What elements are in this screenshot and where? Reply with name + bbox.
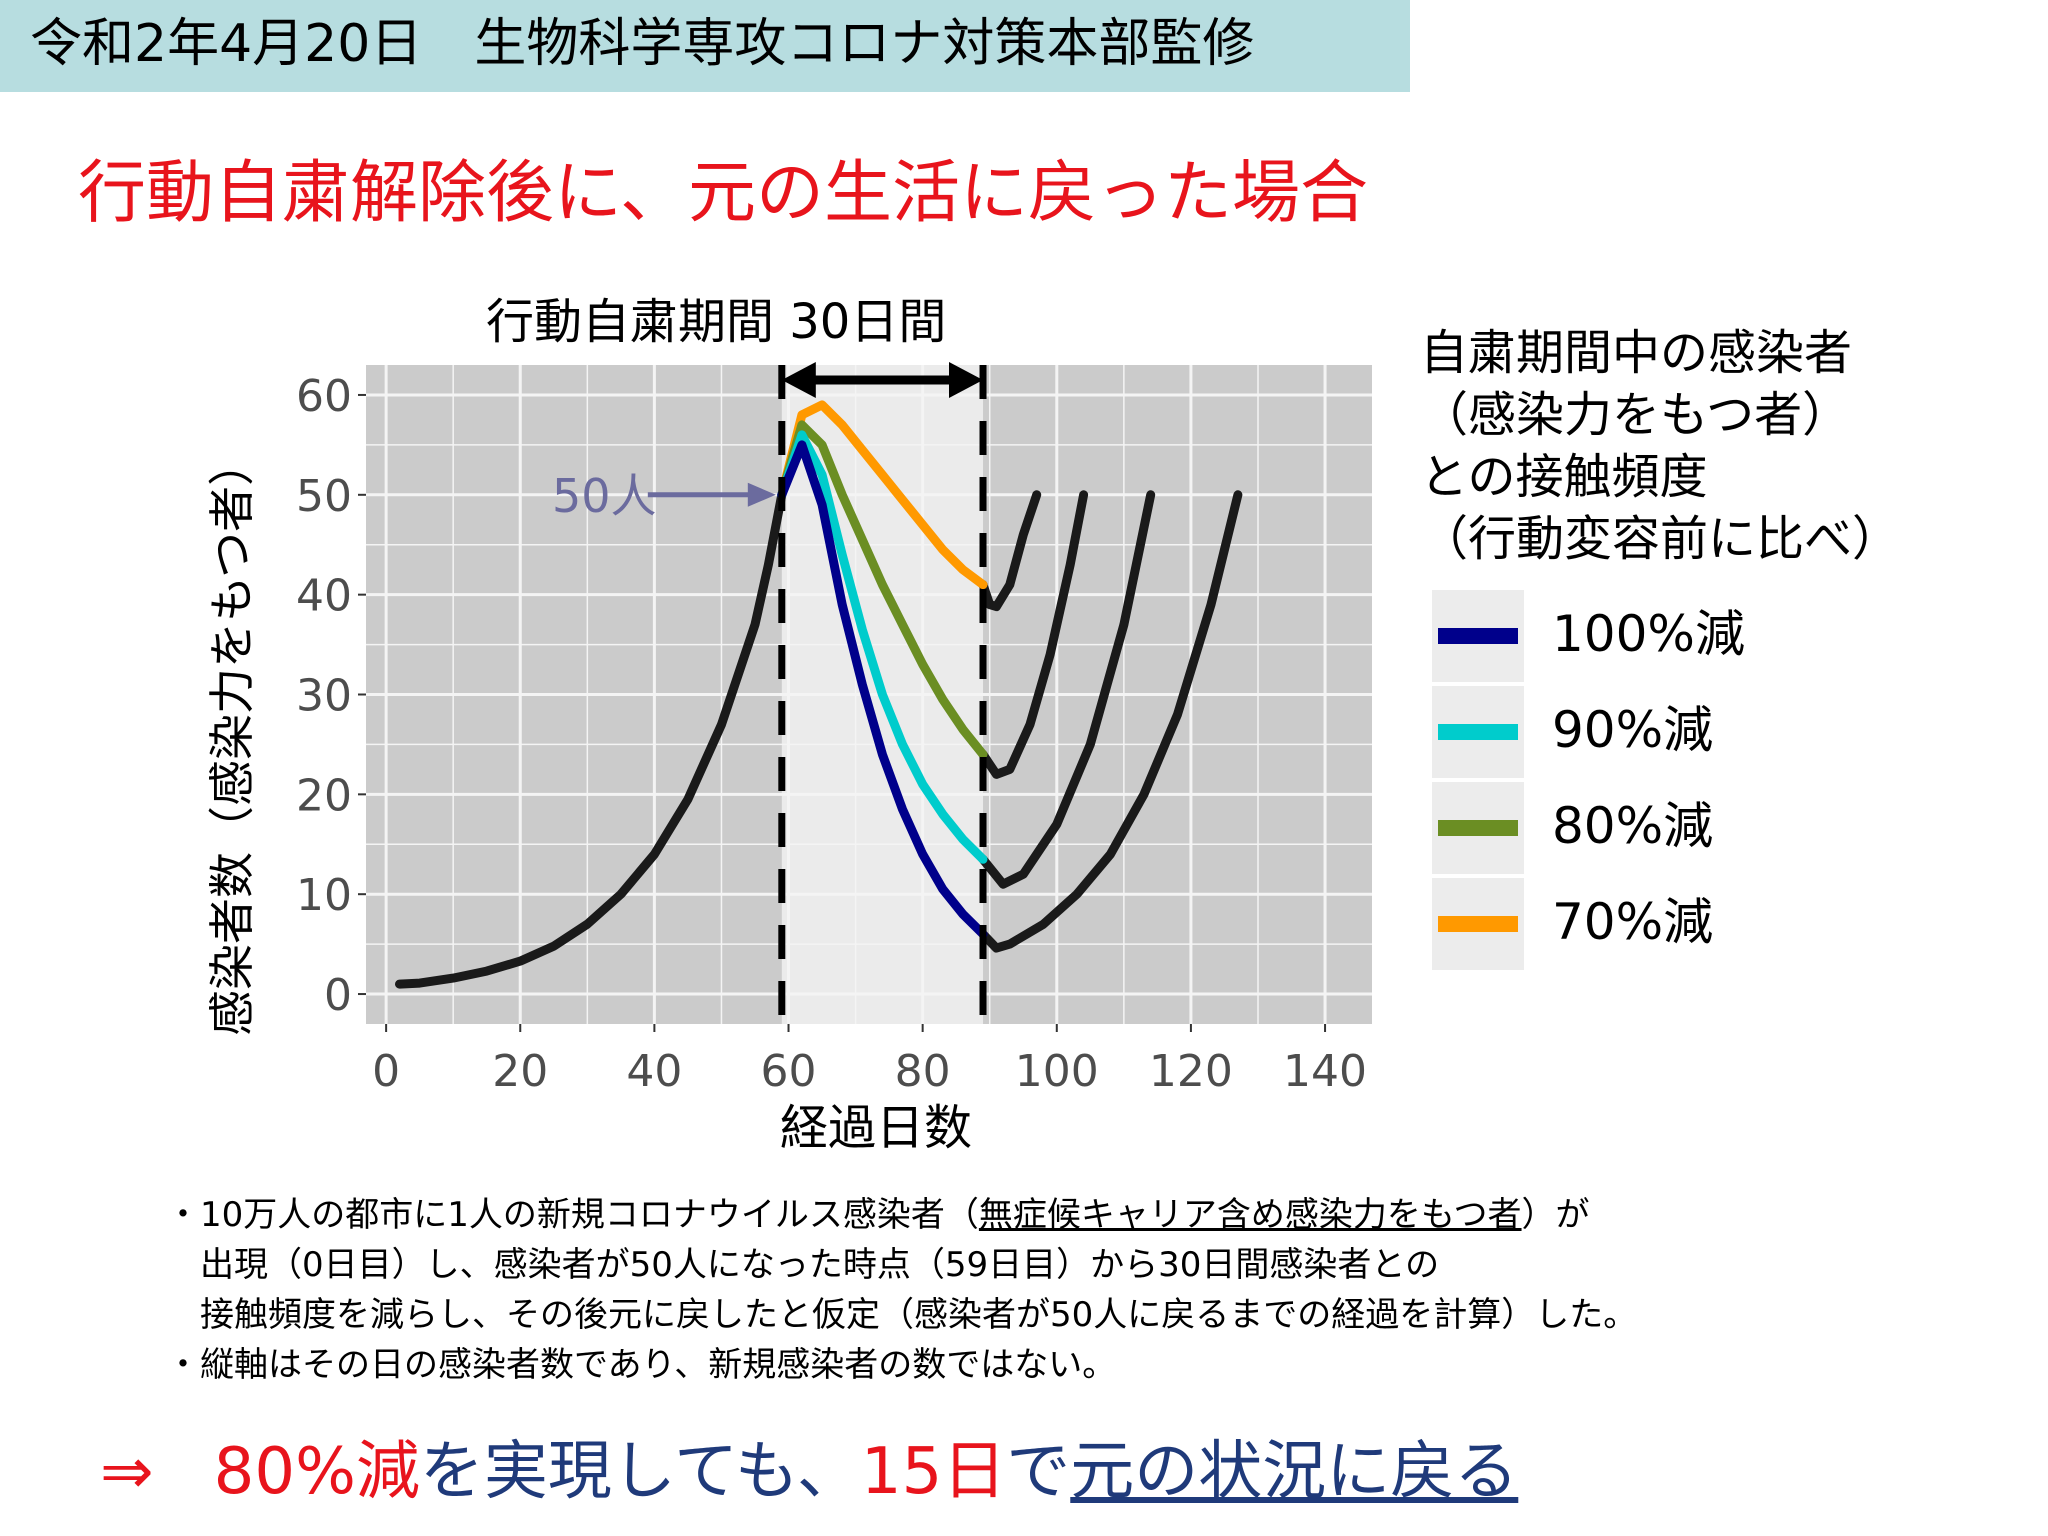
legend: 100%減 90%減 80%減 70%減 [1432,588,1792,972]
note-underlined-text: 無症候キャリア含め感染力をもつ者 [978,1195,1522,1235]
legend-swatch [1438,628,1518,644]
annotation-50: 50人 [552,469,657,523]
x-tick-label: 20 [492,1046,548,1097]
note-line: ・縦軸はその日の感染者数であり、新規感染者の数ではない。 [166,1345,1117,1385]
chart: 0 20 40 60 80 100 120 140 0 10 20 30 40 50 60 行動自粛期間 3… [205,294,1900,1156]
legend-title-line: （行動変容前に比べ） [1420,511,1901,567]
y-tick-label: 60 [296,371,352,422]
baseline-line [978,490,1156,889]
conclusion-arrow: ⇒ [100,1435,154,1509]
x-tick-label: 120 [1149,1046,1233,1097]
series-line [777,430,988,864]
y-tick-label: 0 [324,970,352,1021]
y-tick-label: 30 [296,671,352,722]
note-line: ・10万人の都市に1人の新規コロナウイルス感染者（無症候キャリア含め感染力をもつ… [166,1190,1637,1240]
legend-key [1432,782,1524,874]
legend-item-70: 70%減 [1432,876,1792,972]
conclusion-part: で [1006,1435,1071,1509]
conclusion-part: を実現しても、 [419,1435,861,1509]
legend-item-80: 80%減 [1432,780,1792,876]
note-line: 接触頻度を減らし、その後元に戻したと仮定（感染者が50人に戻るまでの経過を計算）… [200,1295,1638,1335]
series-line [777,400,988,590]
legend-swatch [1438,724,1518,740]
conclusion-part: 元の状況に戻る [1070,1435,1519,1509]
legend-label: 100%減 [1552,605,1745,663]
legend-swatch [1438,916,1518,932]
y-axis-label: 感染者数（感染力をもつ者） [205,439,259,1036]
legend-label: 80%減 [1552,797,1714,855]
legend-key [1432,878,1524,970]
legend-key [1432,590,1524,682]
x-tick-label: 0 [372,1046,400,1097]
slide-title: 行動自粛解除後に、元の生活に戻った場合 [78,154,1368,233]
baseline-line [978,490,1042,612]
y-tick-label: 40 [296,571,352,622]
legend-item-90: 90%減 [1432,684,1792,780]
notes: ・10万人の都市に1人の新規コロナウイルス感染者（無症候キャリア含め感染力をもつ… [166,1190,1637,1390]
series-line [777,440,988,939]
x-axis-label: 経過日数 [780,1100,973,1156]
baseline-line [978,490,1089,779]
period-label: 行動自粛期間 30日間 [486,294,947,350]
series-line [777,420,988,759]
annotation-arrowhead [747,482,776,507]
legend-title: 自粛期間中の感染者 （感染力をもつ者） との接触頻度 （行動変容前に比べ） [1420,322,1900,570]
legend-title-line: （感染力をもつ者） [1420,387,1851,443]
chart-svg: 0 20 40 60 80 100 120 140 0 10 20 30 40 50 60 [296,362,1372,1097]
y-tick-label: 20 [296,770,352,821]
period-arrowhead-right [949,362,984,398]
x-tick-label: 60 [761,1046,817,1097]
x-tick-label: 140 [1283,1046,1367,1097]
legend-key [1432,686,1524,778]
x-tick-label: 80 [895,1046,951,1097]
y-tick-label: 10 [296,870,352,921]
conclusion: ⇒ 80%減を実現しても、15日で元の状況に戻る [100,1432,1518,1512]
note-text: ）が [1521,1195,1590,1235]
legend-title-line: との接触頻度 [1420,449,1708,505]
legend-label: 90%減 [1552,701,1714,759]
header-band: 令和2年4月20日 生物科学専攻コロナ対策本部監修 [0,0,1410,92]
conclusion-part: 15日 [860,1435,1007,1509]
baseline-line [978,490,1243,953]
legend-swatch [1438,820,1518,836]
x-tick-label: 40 [626,1046,682,1097]
baseline-line [395,490,787,989]
note-text: ・10万人の都市に1人の新規コロナウイルス感染者（ [166,1195,979,1235]
conclusion-part: 80%減 [213,1435,420,1509]
legend-title-line: 自粛期間中の感染者 [1420,325,1853,381]
note-line: 出現（0日目）し、感染者が50人になった時点（59日目）から30日間感染者との [200,1245,1440,1285]
x-tick-label: 100 [1015,1046,1099,1097]
header-text: 令和2年4月20日 生物科学専攻コロナ対策本部監修 [30,14,1255,74]
legend-label: 70%減 [1552,893,1714,951]
legend-item-100: 100%減 [1432,588,1792,684]
period-arrowhead-left [781,362,816,398]
y-tick-label: 50 [296,471,352,522]
